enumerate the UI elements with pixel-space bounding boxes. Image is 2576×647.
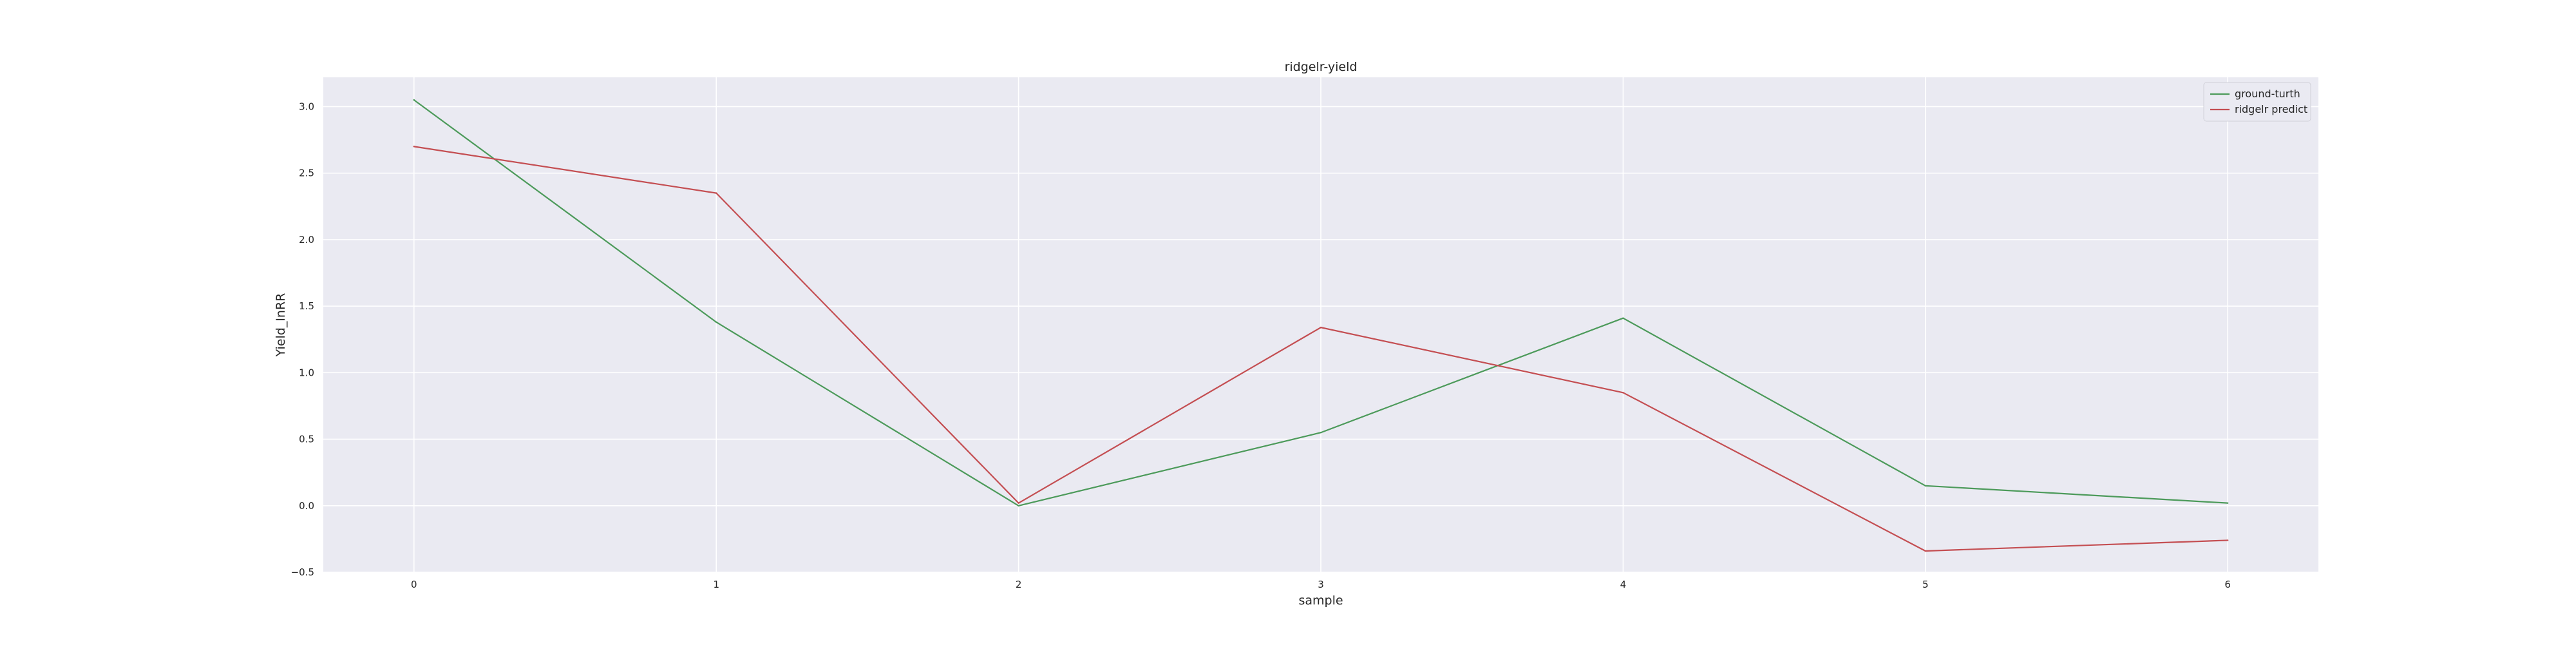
x-tick-label: 6 — [2224, 579, 2231, 590]
y-tick-label: 2.5 — [299, 168, 314, 179]
data-point — [1924, 485, 1926, 487]
y-tick-label: −0.5 — [291, 566, 314, 578]
x-tick-label: 5 — [1922, 579, 1929, 590]
data-point — [1924, 550, 1926, 552]
y-axis-label: Yield_InRR — [274, 293, 288, 358]
y-axis-ticks: −0.5 0.0 0.5 1.0 1.5 2.0 2.5 3.0 — [291, 101, 314, 578]
data-point — [715, 321, 717, 324]
x-tick-label: 2 — [1016, 579, 1022, 590]
data-point — [1622, 392, 1624, 394]
y-tick-label: 2.0 — [299, 234, 314, 246]
data-point — [1018, 505, 1019, 507]
series-lines — [413, 99, 2229, 552]
x-axis-label: sample — [1298, 594, 1343, 608]
data-point — [1320, 326, 1322, 329]
legend: ground-turth ridgelr predict — [2203, 82, 2311, 122]
data-point — [2226, 502, 2229, 504]
x-tick-label: 1 — [713, 579, 719, 590]
data-point — [2226, 539, 2229, 541]
legend-label: ground-turth — [2235, 88, 2300, 100]
x-tick-label: 4 — [1620, 579, 1627, 590]
data-point — [1018, 502, 1019, 504]
x-axis-ticks: 0 1 2 3 4 5 6 — [411, 579, 2231, 590]
y-tick-label: 1.5 — [299, 300, 314, 312]
x-tick-label: 3 — [1318, 579, 1324, 590]
y-tick-label: 0.0 — [299, 500, 314, 512]
data-point — [413, 99, 415, 101]
y-tick-label: 3.0 — [299, 101, 314, 112]
legend-frame — [2203, 82, 2311, 122]
data-point — [413, 146, 415, 148]
data-point — [1320, 432, 1322, 434]
x-tick-label: 0 — [411, 579, 417, 590]
y-tick-label: 1.0 — [299, 367, 314, 378]
data-point — [1622, 317, 1624, 319]
chart-title: ridgelr-yield — [1285, 60, 1358, 74]
y-tick-label: 0.5 — [299, 434, 314, 445]
data-point — [715, 192, 717, 194]
legend-label: ridgelr predict — [2235, 103, 2307, 115]
grid-lines — [323, 77, 2318, 573]
